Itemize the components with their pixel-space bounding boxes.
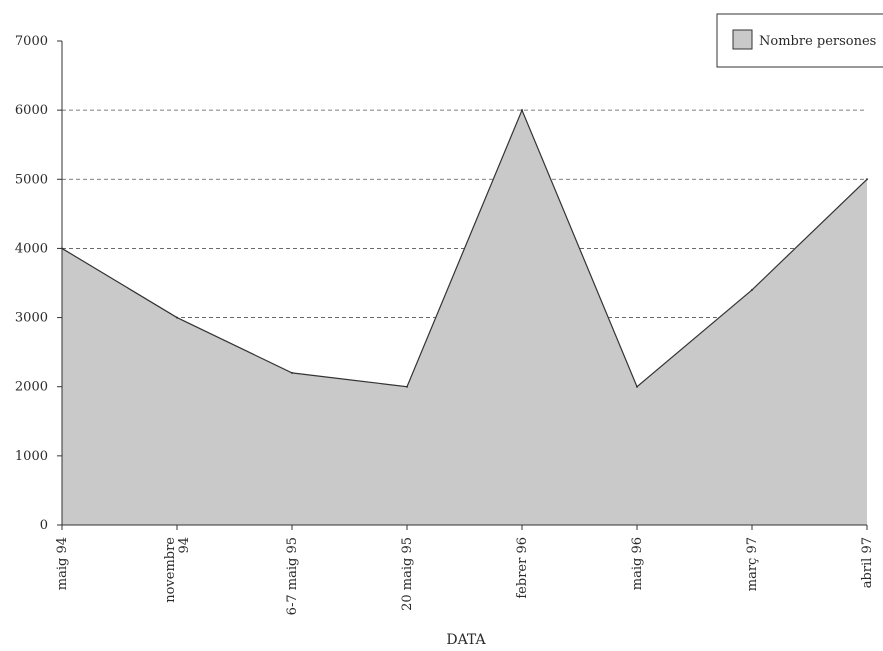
area-series: [61, 108, 868, 526]
x-tick-label: febrer 96: [515, 537, 530, 599]
data-point: [866, 178, 868, 181]
y-tick-label: 2000: [15, 380, 48, 395]
area-fill: [62, 110, 867, 526]
x-tick-label: 20 maig 95: [400, 537, 415, 611]
y-tick-label: 1000: [15, 449, 48, 464]
legend-swatch: [732, 29, 753, 50]
data-point: [291, 371, 293, 374]
x-tick-label: novembre94: [163, 537, 192, 603]
y-tick-label: 4000: [15, 241, 48, 256]
y-tick-label: 5000: [15, 172, 48, 187]
y-tick-label: 0: [40, 518, 48, 533]
data-point: [176, 316, 178, 319]
x-axis-title: DATA: [446, 632, 486, 648]
data-point: [521, 109, 523, 112]
x-tick-label: maig 96: [630, 537, 645, 590]
legend: Nombre persones: [716, 13, 883, 68]
y-tick-labels: 0 1000 2000 3000 4000 5000 6000 7000: [15, 34, 48, 533]
y-tick-label: 6000: [15, 103, 48, 118]
y-tick-label: 7000: [15, 34, 48, 49]
y-tick-label: 3000: [15, 311, 48, 326]
data-point: [636, 385, 638, 388]
data-point: [751, 288, 753, 291]
legend-label: Nombre persones: [759, 34, 876, 49]
x-tick-labels: maig 94 novembre94 6-7 maig 95 20 maig 95 fe…: [55, 537, 875, 616]
axes: [57, 40, 868, 530]
x-tick-label: abril 97: [860, 537, 875, 588]
x-tick-label: maig 94: [55, 537, 70, 590]
x-tick-label: març 97: [745, 537, 760, 591]
data-point: [406, 385, 408, 388]
x-tick-label: 6-7 maig 95: [285, 537, 300, 615]
area-line: [61, 108, 868, 388]
